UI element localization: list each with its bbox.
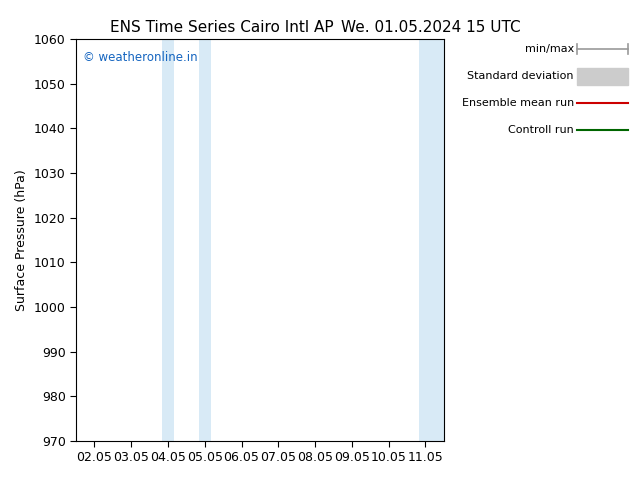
Text: We. 01.05.2024 15 UTC: We. 01.05.2024 15 UTC	[341, 20, 521, 35]
Bar	[419, 39, 432, 441]
Text: Standard deviation: Standard deviation	[467, 71, 574, 81]
Y-axis label: Surface Pressure (hPa): Surface Pressure (hPa)	[15, 169, 29, 311]
Bar	[432, 39, 444, 441]
Text: min/max: min/max	[524, 44, 574, 54]
Text: © weatheronline.in: © weatheronline.in	[84, 51, 198, 64]
Bar	[162, 39, 174, 441]
Text: Controll run: Controll run	[508, 125, 574, 135]
Text: ENS Time Series Cairo Intl AP: ENS Time Series Cairo Intl AP	[110, 20, 333, 35]
Bar	[198, 39, 211, 441]
Text: Ensemble mean run: Ensemble mean run	[462, 98, 574, 108]
